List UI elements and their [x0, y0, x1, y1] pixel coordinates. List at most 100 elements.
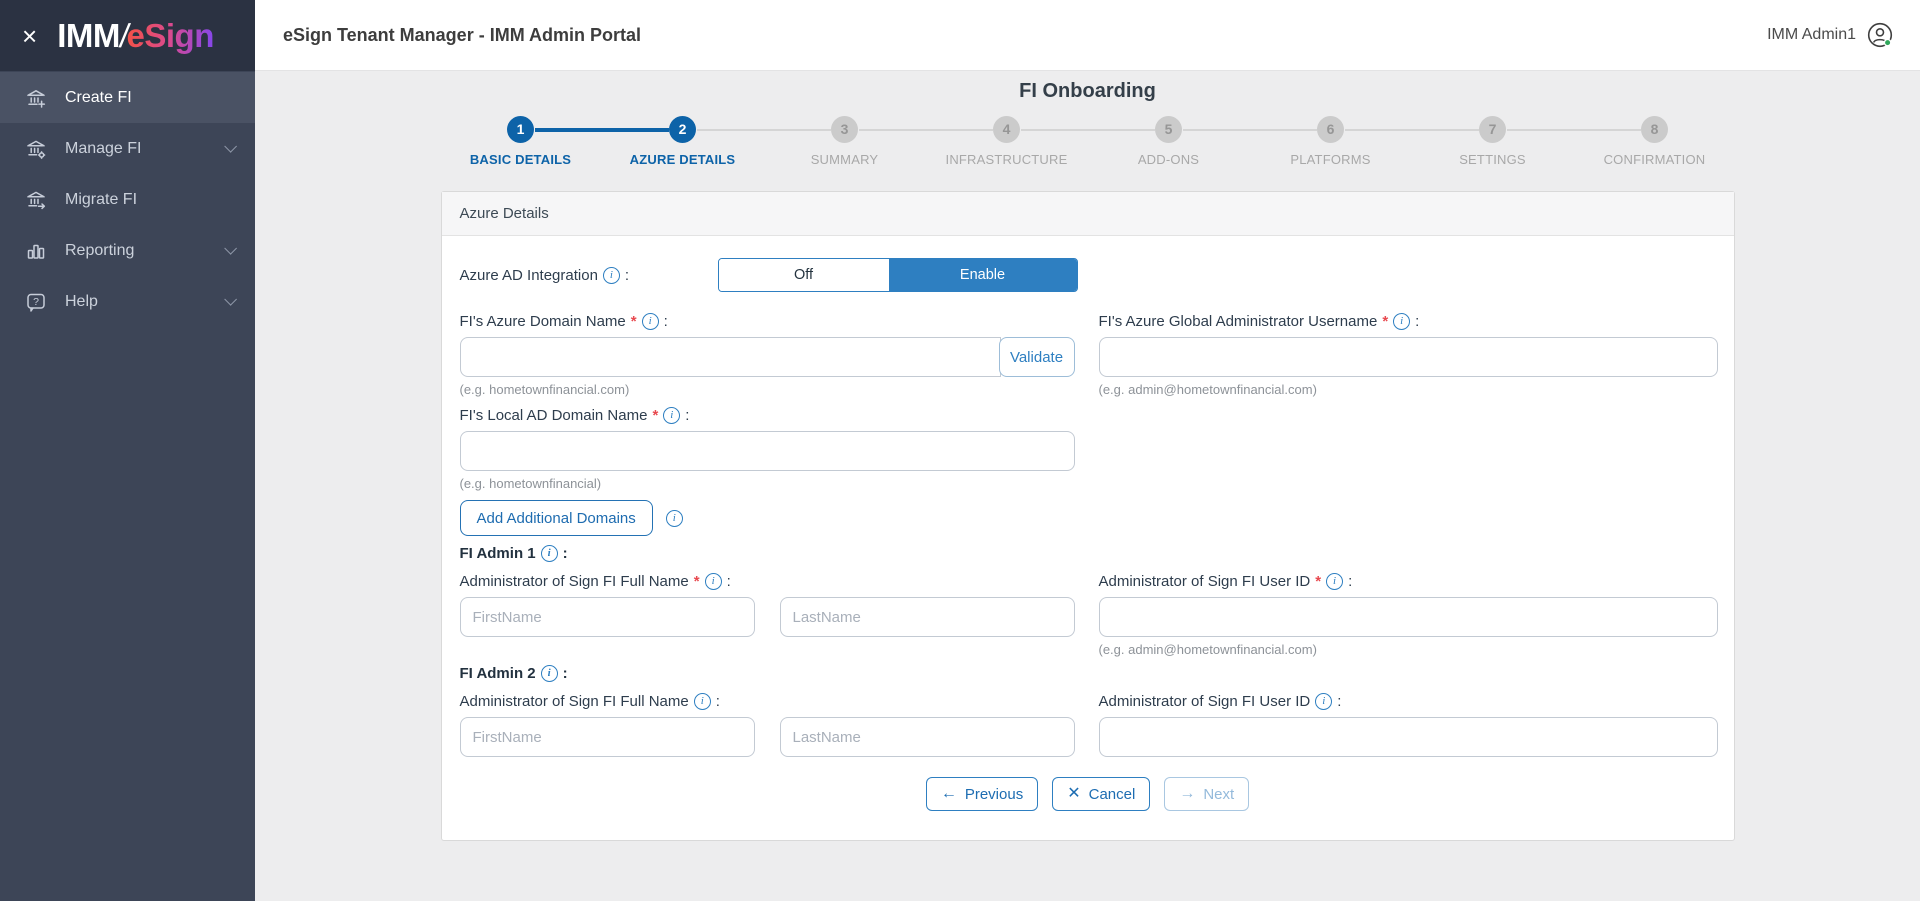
info-icon[interactable]: i [663, 406, 681, 424]
label-text: FI's Azure Global Administrator Username [1098, 312, 1378, 330]
info-icon[interactable]: i [665, 509, 683, 527]
info-icon[interactable]: i [1393, 312, 1411, 330]
cancel-button[interactable]: ✕ Cancel [1052, 777, 1151, 811]
step-label: ADD-ONS [1137, 152, 1200, 167]
admin2-userid-input[interactable] [1098, 717, 1718, 757]
add-additional-domains-button[interactable]: Add Additional Domains [459, 500, 653, 536]
required-asterisk: * [652, 406, 659, 424]
step-azure-details[interactable]: 2 AZURE DETAILS [534, 116, 764, 167]
label-text: FI's Azure Domain Name [459, 312, 626, 330]
info-icon[interactable]: i [602, 266, 620, 284]
fi-admin-2-row: Administrator of Sign FI Full Name i : A… [459, 692, 1718, 757]
top-bar: eSign Tenant Manager - IMM Admin Portal … [255, 0, 1920, 71]
label-colon: : [624, 266, 630, 284]
step-circle[interactable]: 1 [507, 116, 534, 143]
label-colon: : [1348, 572, 1353, 590]
info-icon[interactable]: i [693, 692, 711, 710]
local-domain-field: FI's Local AD Domain Name * i : (e.g. ho… [459, 406, 1075, 492]
step-platforms[interactable]: 6 PLATFORMS [1182, 116, 1412, 167]
sidebar-item-help[interactable]: ? Help [0, 276, 255, 327]
required-asterisk: * [630, 312, 637, 330]
admin1-fullname-label: Administrator of Sign FI Full Name * i : [460, 572, 1075, 590]
azure-domain-input[interactable] [459, 337, 1001, 377]
admin1-fullname-field: Administrator of Sign FI Full Name * i : [459, 572, 1075, 637]
brand-esign: eSign [126, 16, 215, 54]
admin1-lastname-input[interactable] [779, 597, 1075, 637]
label-colon: : [1337, 692, 1342, 710]
help-bubble-icon: ? [24, 290, 48, 314]
admin1-firstname-input[interactable] [459, 597, 755, 637]
button-label: Cancel [1088, 785, 1136, 803]
admin2-lastname-input[interactable] [779, 717, 1075, 757]
step-label: SUMMARY [810, 152, 879, 167]
sidebar-item-manage-fi[interactable]: Manage FI [0, 123, 255, 174]
chevron-down-icon [224, 293, 237, 306]
sidebar-item-migrate-fi[interactable]: Migrate FI [0, 174, 255, 225]
info-icon[interactable]: i [1315, 692, 1333, 710]
step-confirmation[interactable]: 8 CONFIRMATION [1506, 116, 1736, 167]
sidebar-item-label: Manage FI [65, 139, 142, 157]
wizard-actions: ← Previous ✕ Cancel → Next [460, 777, 1716, 811]
admin2-fullname-label: Administrator of Sign FI Full Name i : [460, 692, 1075, 710]
step-circle[interactable]: 4 [993, 116, 1020, 143]
avatar-icon [1866, 21, 1894, 49]
main-content: FI Onboarding 1 BASIC DETAILS 2 AZURE DE… [255, 71, 1920, 901]
label-text: Administrator of Sign FI User ID [1098, 692, 1311, 710]
fi-admin-2-heading: FI Admin 2 i : [460, 664, 1716, 682]
azure-ad-integration-label: Azure AD Integration i : [460, 266, 718, 284]
label-colon: : [663, 312, 668, 330]
admin2-firstname-input[interactable] [459, 717, 755, 757]
info-icon[interactable]: i [641, 312, 659, 330]
sidebar-item-label: Help [65, 292, 98, 310]
step-circle[interactable]: 3 [831, 116, 858, 143]
label-text: FI's Local AD Domain Name [459, 406, 648, 424]
info-icon[interactable]: i [540, 664, 558, 682]
next-button[interactable]: → Next [1164, 777, 1250, 811]
step-add-ons[interactable]: 5 ADD-ONS [1020, 116, 1250, 167]
step-circle[interactable]: 2 [669, 116, 696, 143]
add-domains-row: Add Additional Domains i [459, 500, 1716, 536]
step-basic-details[interactable]: 1 BASIC DETAILS [440, 116, 602, 167]
admin2-userid-field: Administrator of Sign FI User ID i : [1098, 692, 1718, 757]
step-summary[interactable]: 3 SUMMARY [696, 116, 926, 167]
global-admin-input[interactable] [1098, 337, 1718, 377]
info-icon[interactable]: i [704, 572, 722, 590]
azure-domain-label: FI's Azure Domain Name * i : [460, 312, 1075, 330]
label-text: Administrator of Sign FI Full Name [459, 572, 689, 590]
local-domain-label: FI's Local AD Domain Name * i : [460, 406, 1075, 424]
step-label: BASIC DETAILS [469, 152, 572, 167]
sidebar-item-create-fi[interactable]: Create FI [0, 72, 255, 123]
toggle-off-button[interactable]: Off [718, 259, 889, 291]
azure-details-card: Azure Details Azure AD Integration i : O… [440, 191, 1735, 841]
sidebar-item-reporting[interactable]: Reporting [0, 225, 255, 276]
sidebar: × IMM / eSign Create FI [0, 0, 255, 901]
info-icon[interactable]: i [1326, 572, 1344, 590]
validate-button[interactable]: Validate [998, 337, 1075, 377]
step-infrastructure[interactable]: 4 INFRASTRUCTURE [858, 116, 1088, 167]
step-settings[interactable]: 7 SETTINGS [1344, 116, 1574, 167]
user-name: IMM Admin1 [1767, 26, 1856, 43]
sidebar-close-icon[interactable]: × [22, 20, 38, 51]
fi-admin-1-heading: FI Admin 1 i : [460, 544, 1716, 562]
sidebar-menu: Create FI Manage FI [0, 71, 255, 327]
fi-admin-1-row: Administrator of Sign FI Full Name * i : [459, 572, 1718, 658]
admin1-userid-input[interactable] [1098, 597, 1718, 637]
required-asterisk: * [1315, 572, 1322, 590]
label-colon: : [685, 406, 690, 424]
step-circle[interactable]: 6 [1317, 116, 1344, 143]
global-admin-field: FI's Azure Global Administrator Username… [1098, 312, 1718, 398]
step-circle[interactable]: 8 [1641, 116, 1668, 143]
step-circle[interactable]: 5 [1155, 116, 1182, 143]
info-icon[interactable]: i [540, 544, 558, 562]
bank-arrow-icon [24, 188, 48, 212]
step-circle[interactable]: 7 [1479, 116, 1506, 143]
user-menu[interactable]: IMM Admin1 [1767, 21, 1894, 49]
wizard-stepper: 1 BASIC DETAILS 2 AZURE DETAILS 3 SUMMAR… [440, 116, 1736, 167]
previous-button[interactable]: ← Previous [925, 777, 1039, 811]
local-domain-input[interactable] [459, 431, 1075, 471]
brand-logo: IMM / eSign [57, 17, 214, 55]
page-title: FI Onboarding [1019, 80, 1156, 102]
toggle-enable-button[interactable]: Enable [888, 259, 1077, 291]
heading-text: FI Admin 2 [459, 664, 536, 682]
